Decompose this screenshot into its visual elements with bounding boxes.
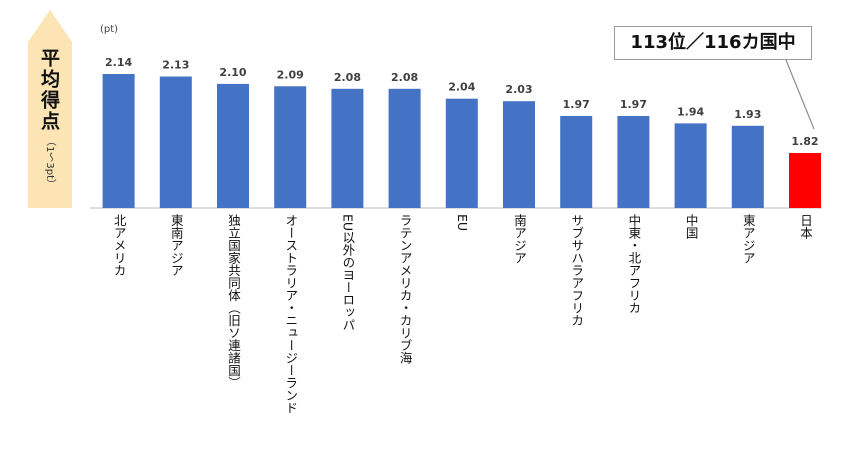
category-label: ラテンアメリカ・カリブ海 xyxy=(397,214,413,364)
category-label: 南アジア xyxy=(512,214,527,264)
data-label: 2.08 xyxy=(391,71,418,84)
data-label: 1.97 xyxy=(620,98,647,111)
bar xyxy=(159,76,192,208)
unit-label: (pt) xyxy=(100,24,119,35)
data-label: 2.04 xyxy=(448,81,475,94)
data-label: 2.09 xyxy=(277,68,304,81)
category-label: 日本 xyxy=(798,214,813,239)
data-label: 1.93 xyxy=(734,108,761,121)
category-label: 北アメリカ xyxy=(111,214,127,277)
data-label: 2.03 xyxy=(505,83,532,96)
category-label: オーストラリア・ニュージーランド xyxy=(283,214,299,414)
data-label: 1.94 xyxy=(677,105,704,118)
bar xyxy=(731,125,764,208)
data-label: 2.10 xyxy=(219,66,246,79)
category-label: サブサハラアフリカ xyxy=(569,214,585,327)
bar xyxy=(503,101,535,208)
bar xyxy=(331,88,364,208)
category-label: 中国 xyxy=(683,214,699,239)
bar xyxy=(217,83,249,208)
bar xyxy=(789,153,821,208)
y-axis-arrow-shape xyxy=(28,10,72,208)
data-label: 2.08 xyxy=(334,71,361,84)
y-axis-sublabel: （1～3pt） xyxy=(44,136,55,189)
data-label: 2.14 xyxy=(105,56,132,69)
category-label: 東アジア xyxy=(740,214,756,264)
data-label: 1.97 xyxy=(563,98,590,111)
category-label: 独立国家共同体（旧ソ連諸国） xyxy=(226,214,241,389)
category-label: EU以外のヨーロッパ xyxy=(340,214,356,332)
bar xyxy=(674,123,707,208)
category-label: 中東・北アフリカ xyxy=(626,214,642,314)
callout-leader-line xyxy=(785,59,815,130)
bar xyxy=(445,98,478,208)
bar xyxy=(560,116,593,208)
rank-callout: 113位／116カ国中 xyxy=(614,26,812,60)
bar xyxy=(617,116,650,208)
data-label: 1.82 xyxy=(791,135,818,148)
y-axis-arrow xyxy=(28,10,72,208)
data-label: 2.13 xyxy=(162,59,189,72)
bar xyxy=(274,86,307,208)
category-label: 東南アジア xyxy=(168,214,184,277)
category-label: EU xyxy=(454,214,470,232)
bar xyxy=(102,74,135,208)
y-axis-label: 平均得点 xyxy=(38,48,60,132)
bar xyxy=(388,88,421,208)
